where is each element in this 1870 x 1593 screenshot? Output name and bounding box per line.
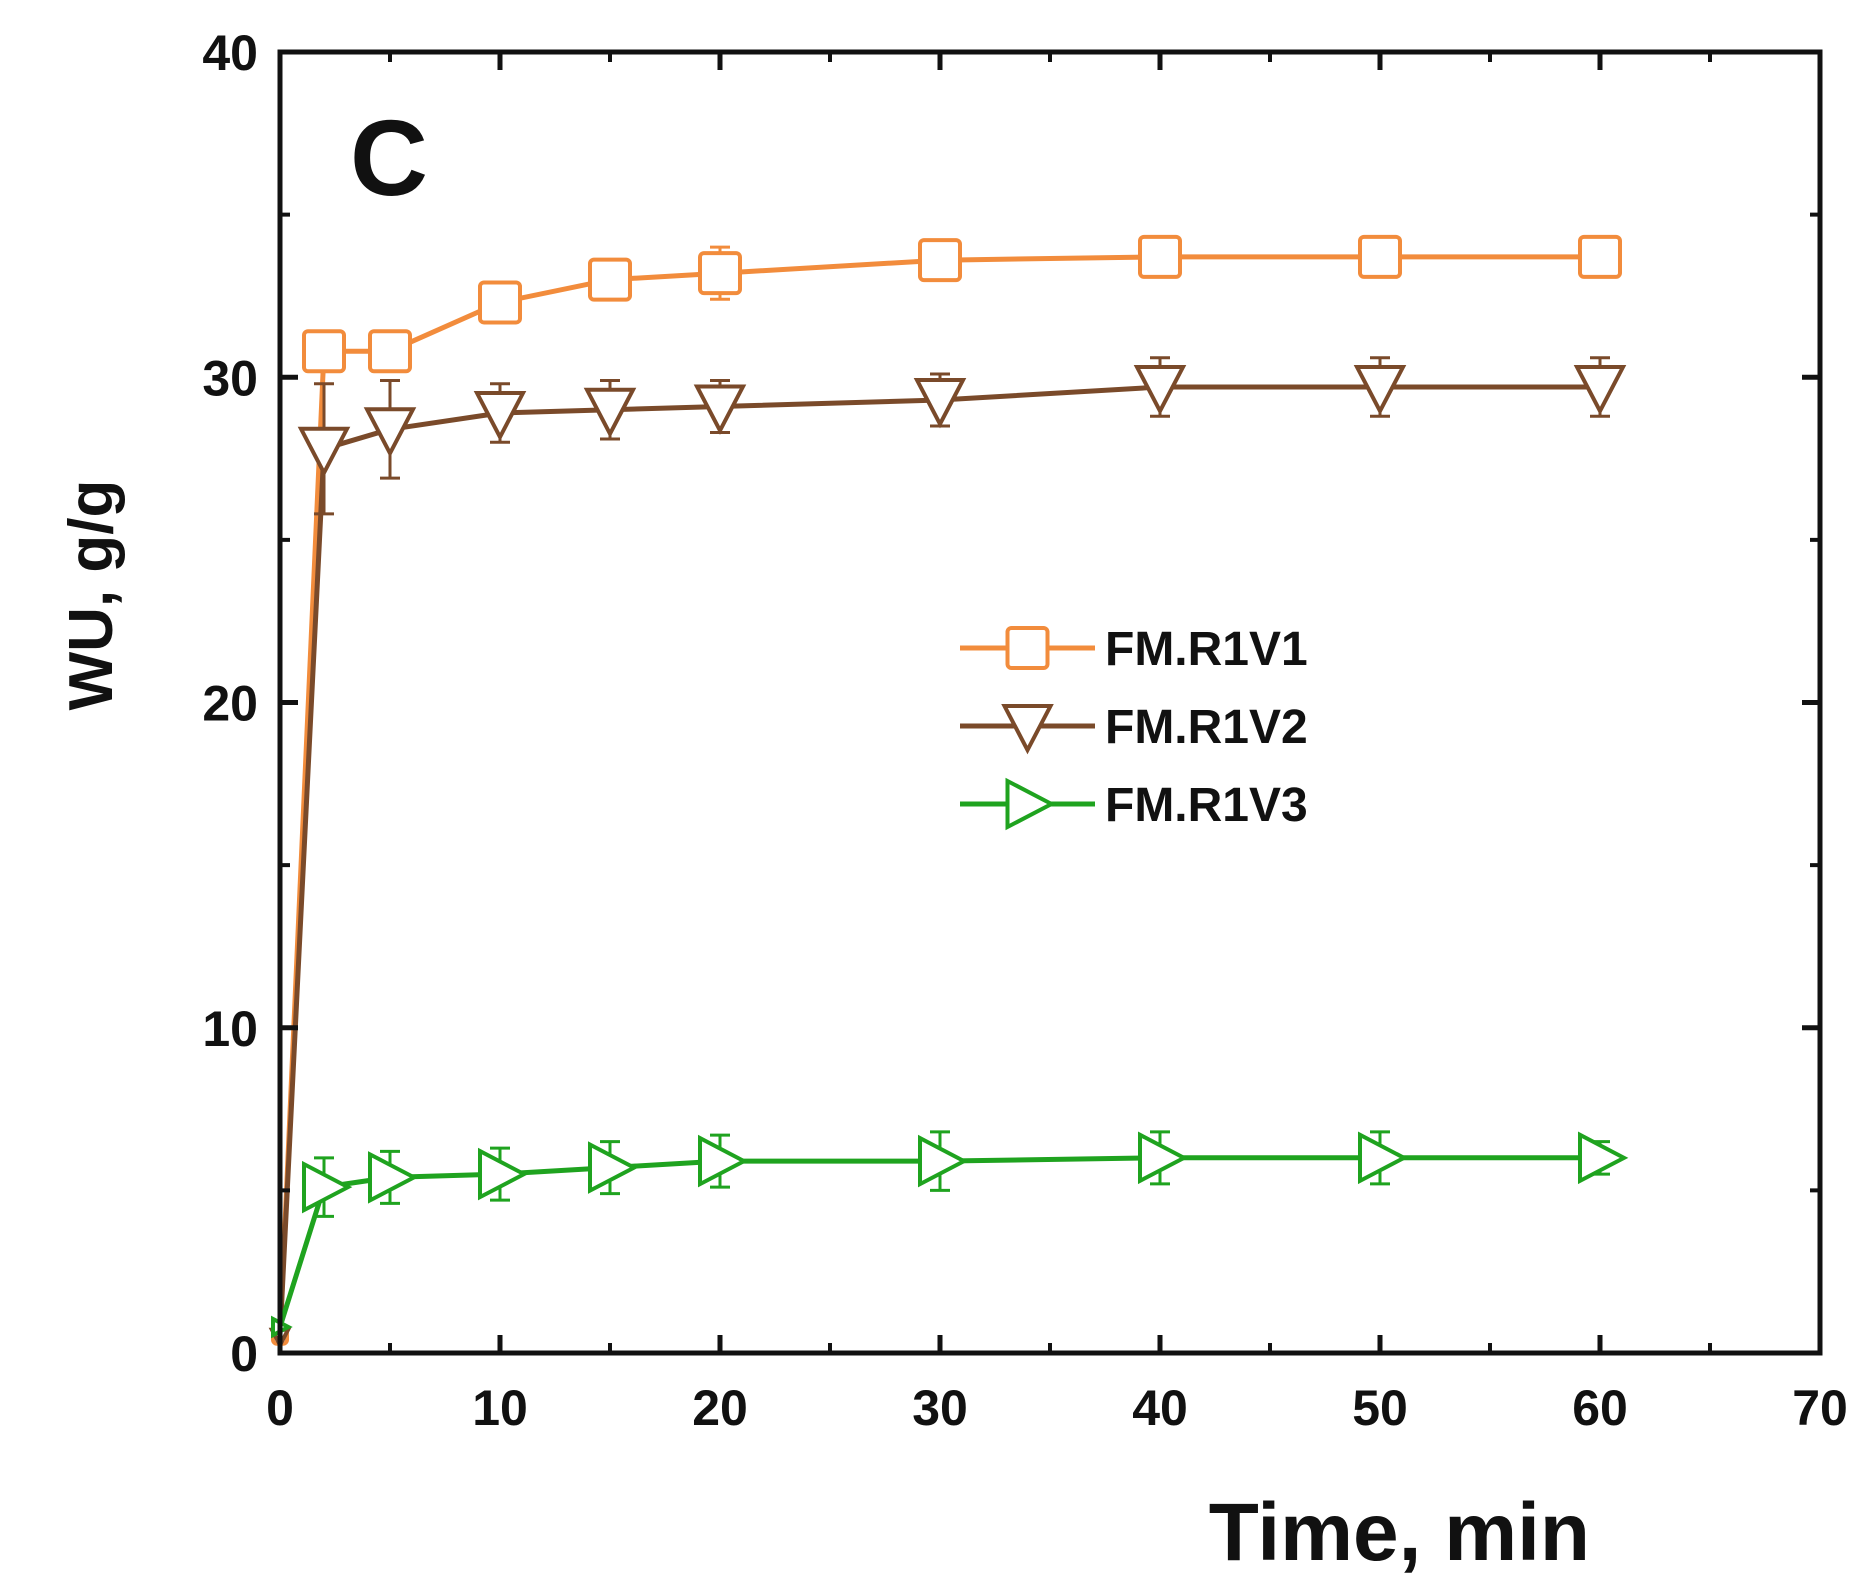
legend-item-fm-r1v2: FM.R1V2 <box>960 701 1308 755</box>
data-point <box>473 391 527 442</box>
legend-marker <box>1005 777 1056 831</box>
series-fm-r1v2 <box>268 356 1627 1350</box>
legend-label: FM.R1V1 <box>1105 623 1308 676</box>
y-axis-title: WU, g/g <box>57 480 126 711</box>
data-point <box>478 1147 529 1201</box>
data-point <box>918 1134 969 1188</box>
y-tick-label: 30 <box>202 350 258 406</box>
x-tick-label: 30 <box>912 1380 968 1436</box>
data-point <box>1358 234 1402 279</box>
x-tick-label: 70 <box>1792 1380 1848 1436</box>
series-fm-r1v3 <box>271 1130 1629 1339</box>
data-point <box>478 280 522 325</box>
data-point <box>1138 1131 1189 1185</box>
data-point <box>302 1160 353 1214</box>
data-point <box>588 257 632 302</box>
data-point <box>302 329 346 374</box>
y-tick-label: 10 <box>202 1001 258 1057</box>
data-point <box>1353 365 1407 416</box>
data-point <box>368 329 412 374</box>
data-point <box>363 407 417 458</box>
series-line-fm-r1v3 <box>277 1155 1600 1328</box>
x-tick-label: 60 <box>1572 1380 1628 1436</box>
panel-label: C <box>350 97 428 218</box>
data-point <box>588 1141 639 1194</box>
legend-item-fm-r1v1: FM.R1V1 <box>960 623 1308 676</box>
x-tick-label: 50 <box>1352 1380 1408 1436</box>
data-point <box>1578 1131 1629 1185</box>
x-axis-title: Time, min <box>1209 1487 1590 1578</box>
legend-item-fm-r1v3: FM.R1V3 <box>960 777 1308 832</box>
legend-marker <box>1005 626 1050 670</box>
data-point <box>913 378 967 429</box>
data-point <box>368 1151 419 1204</box>
series-line-fm-r1v2 <box>277 384 1600 1337</box>
x-tick-label: 40 <box>1132 1380 1188 1436</box>
x-tick-label: 20 <box>692 1380 748 1436</box>
data-point <box>693 384 747 435</box>
data-point <box>1138 234 1182 279</box>
data-point <box>583 387 637 439</box>
y-tick-label: 40 <box>202 25 258 81</box>
data-point <box>918 238 962 283</box>
legend-label: FM.R1V3 <box>1105 779 1308 832</box>
data-point <box>1578 234 1622 279</box>
legend: FM.R1V1 FM.R1V2 FM.R1V3 <box>960 623 1308 832</box>
data-point <box>698 251 742 296</box>
data-point <box>1358 1131 1409 1185</box>
data-point <box>698 1134 749 1188</box>
data-point <box>1573 365 1627 416</box>
data-point <box>297 426 351 478</box>
series-line-fm-r1v1 <box>277 254 1600 1337</box>
y-tick-label: 0 <box>230 1326 258 1382</box>
series-fm-r1v1 <box>271 234 1622 1346</box>
x-tick-label: 10 <box>472 1380 528 1436</box>
y-tick-label: 20 <box>202 676 258 732</box>
data-point <box>1133 365 1187 416</box>
x-tick-label: 0 <box>266 1380 294 1436</box>
legend-label: FM.R1V2 <box>1105 701 1308 754</box>
legend-marker <box>1001 704 1054 755</box>
